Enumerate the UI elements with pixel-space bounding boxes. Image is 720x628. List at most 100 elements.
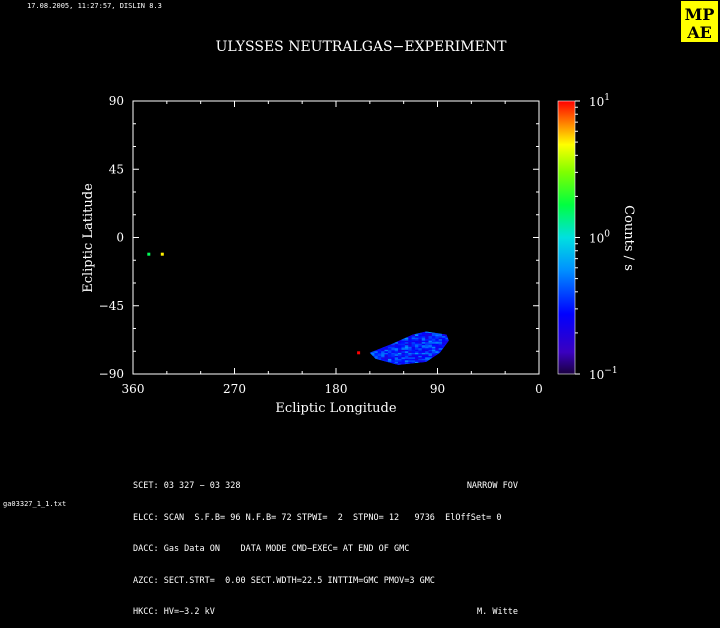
colorbar: [557, 100, 576, 375]
scan-cell: [442, 343, 446, 346]
scan-cell: [371, 336, 375, 338]
scan-cell: [438, 346, 442, 349]
scan-cell: [418, 354, 422, 356]
scan-cell: [369, 333, 371, 335]
scan-cell: [398, 345, 402, 347]
scan-cell: [369, 351, 371, 353]
scan-cell: [445, 339, 449, 341]
scan-cell: [391, 348, 395, 350]
scan-cell: [435, 358, 439, 361]
scan-cell: [442, 340, 446, 343]
scan-cell: [425, 361, 429, 364]
scan-cell: [438, 336, 442, 338]
logo-line-2: AE: [686, 23, 712, 42]
scan-cell: [391, 346, 395, 349]
scan-cell: [438, 334, 442, 337]
scan-cell: [391, 357, 395, 359]
scan-cell: [391, 355, 395, 358]
scan-cell: [414, 360, 419, 362]
scan-cell: [418, 352, 422, 355]
scan-cell: [371, 349, 375, 352]
scan-cell: [445, 342, 449, 344]
scan-cell: [387, 351, 392, 353]
scan-cell: [445, 334, 449, 337]
scan-cell: [445, 354, 449, 356]
scan-cell: [398, 348, 402, 350]
scan-cell: [394, 351, 398, 353]
scan-cell: [408, 354, 412, 356]
scan-cell: [398, 336, 402, 338]
scan-cell: [421, 336, 426, 338]
scan-cell: [404, 351, 409, 353]
scan-cell: [435, 336, 439, 338]
scan-cell: [398, 363, 402, 365]
scan-cell: [394, 345, 398, 347]
scan-cell: [431, 352, 436, 355]
scan-cell: [371, 357, 375, 359]
scan-cell: [408, 343, 412, 346]
scan-cell: [391, 360, 395, 362]
scan-cell: [401, 348, 405, 350]
scan-cell: [394, 349, 398, 352]
metadata-line: HKCC: HV=−3.2 kV M. Witte: [133, 607, 518, 617]
x-tick-label: 270: [223, 382, 246, 396]
scan-cell: [418, 358, 422, 361]
scan-cell: [435, 360, 439, 362]
scan-cell: [442, 342, 446, 344]
scan-cell: [371, 342, 375, 344]
scan-cell: [445, 349, 449, 352]
scan-cell: [421, 339, 426, 341]
scan-cell: [405, 330, 408, 332]
scan-cell: [425, 363, 429, 365]
scan-cell: [435, 343, 439, 346]
scan-cell: [371, 360, 375, 362]
scan-cell: [421, 355, 426, 358]
scan-cell: [374, 342, 378, 344]
scan-cell: [421, 360, 426, 362]
scan-cell: [369, 340, 371, 343]
scan-cell: [369, 334, 371, 337]
scan-cell: [381, 354, 385, 356]
scan-cell: [369, 336, 371, 338]
scan-cell: [394, 337, 398, 340]
scan-cell: [418, 361, 422, 364]
colorbar-tick-label: 10−1: [589, 366, 618, 382]
scan-cell: [411, 340, 415, 343]
scan-cell: [435, 340, 439, 343]
scan-cell: [369, 360, 371, 362]
scan-cell: [435, 331, 439, 333]
colorbar-axis: 101 100 10−1: [575, 93, 618, 382]
scan-cell: [421, 334, 426, 337]
scan-cell: [369, 363, 371, 365]
scan-cell: [369, 331, 371, 333]
scan-cell: [394, 333, 398, 335]
colorbar-tick-label: 100: [589, 230, 610, 246]
scan-cell: [381, 358, 385, 361]
scan-cell: [418, 360, 422, 362]
scan-cell: [384, 346, 388, 349]
scan-cell: [369, 348, 371, 350]
scan-cell: [404, 339, 409, 341]
scan-cell: [428, 333, 432, 335]
scan-cell: [404, 343, 409, 346]
scan-cell: [401, 355, 405, 358]
scan-cell: [412, 330, 415, 332]
scan-cell: [411, 331, 415, 333]
scan-cell: [435, 363, 439, 365]
scan-cell: [411, 360, 415, 362]
scan-cell: [391, 342, 395, 344]
scan-cell: [438, 337, 442, 340]
scan-cell: [404, 348, 409, 350]
scan-cell: [374, 340, 378, 343]
scan-cell: [404, 334, 409, 337]
scan-cell: [445, 336, 449, 338]
scan-cell: [387, 346, 392, 349]
scan-cell: [438, 349, 442, 352]
scan-cell: [408, 340, 412, 343]
scan-cell: [391, 330, 394, 332]
scan-cell: [369, 361, 371, 364]
scan-cell: [387, 334, 392, 337]
scan-cell: [371, 363, 375, 365]
scan-cell: [438, 360, 442, 362]
scan-cell: [414, 340, 419, 343]
